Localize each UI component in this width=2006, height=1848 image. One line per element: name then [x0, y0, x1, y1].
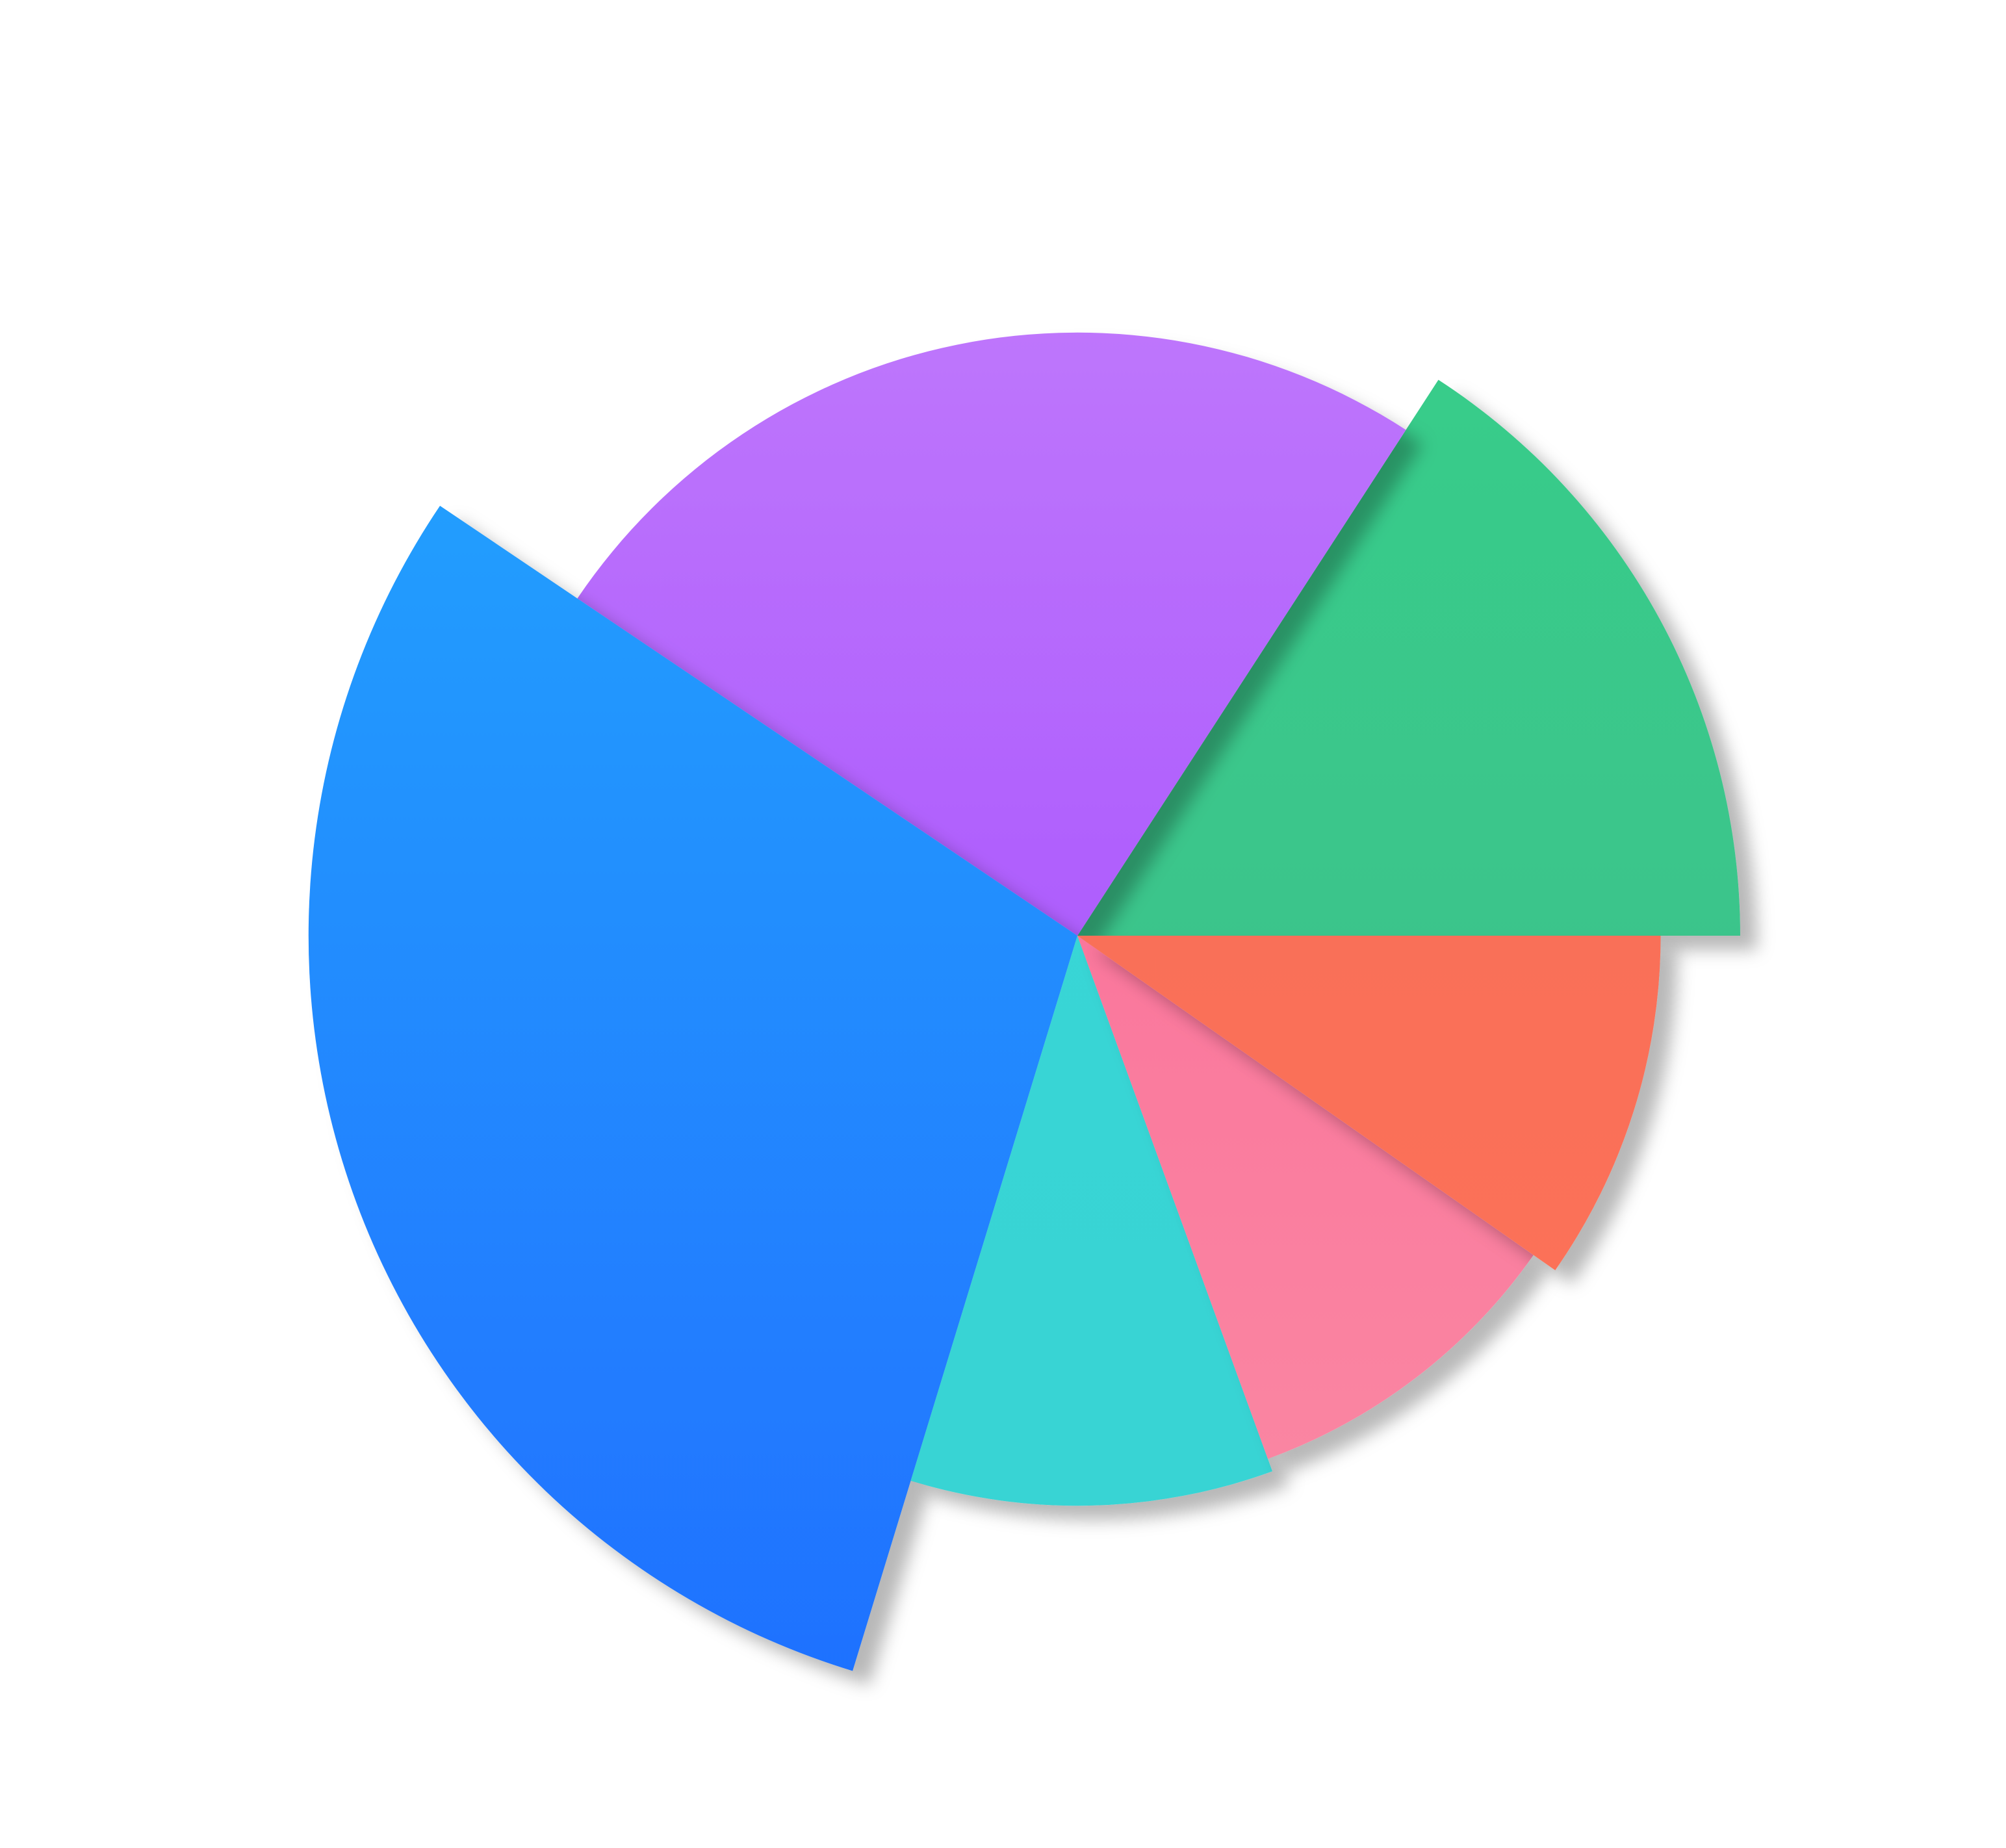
pie-slice-4 — [910, 936, 1273, 1506]
pie-slice-5 — [1077, 936, 1534, 1459]
pie-slice-6 — [1077, 936, 1661, 1270]
slices-layer — [308, 332, 1740, 1671]
pie-slice-1 — [1077, 379, 1740, 936]
pie-slice-3 — [308, 506, 1077, 1671]
pie-slice-2 — [577, 332, 1406, 936]
